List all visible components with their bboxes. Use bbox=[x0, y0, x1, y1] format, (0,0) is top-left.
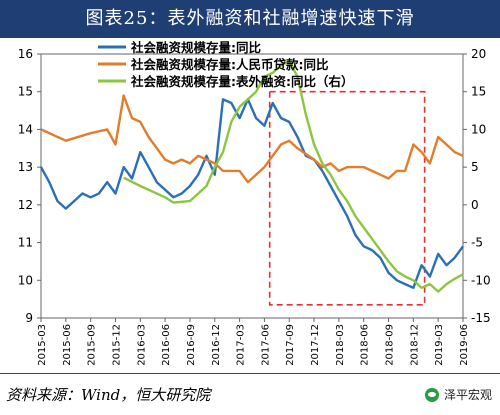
source-note: 资料来源：Wind，恒大研究院 bbox=[6, 386, 211, 404]
x-tick-label: 2017-12 bbox=[310, 324, 321, 366]
y-left-tick-label: 14 bbox=[18, 122, 33, 136]
brand-watermark: 泽平宏观 bbox=[424, 386, 492, 403]
plot-border bbox=[40, 53, 464, 319]
chart-title: 图表25：表外融资和社融增速快速下滑 bbox=[0, 0, 500, 38]
axes: 9 10 11 12 13 14 15 16 -15 -10 -5 0 5 10 15 20 2015-03 20… bbox=[18, 47, 491, 366]
x-tick-label: 2015-12 bbox=[111, 324, 122, 366]
x-tick-label: 2017-03 bbox=[236, 324, 247, 366]
y-left-tick-label: 12 bbox=[18, 198, 33, 212]
y-right-tick-label: 20 bbox=[471, 47, 486, 61]
plot-area bbox=[40, 53, 464, 319]
legend: 社会融资规模存量:同比社会融资规模存量:人民币贷款:同比社会融资规模存量:表外融… bbox=[98, 40, 354, 89]
y-right-tick-label: 5 bbox=[471, 160, 479, 174]
y-left-tick-label: 13 bbox=[18, 160, 33, 174]
y-right-tick-label: 0 bbox=[471, 198, 479, 212]
y-right-tick-label: -5 bbox=[471, 236, 483, 250]
x-tick-label: 2016-12 bbox=[211, 324, 222, 366]
brand-label: 泽平宏观 bbox=[443, 388, 492, 402]
x-tick-label: 2018-03 bbox=[335, 324, 346, 366]
x-tick-label: 2016-09 bbox=[186, 324, 197, 366]
y-left-tick-label: 11 bbox=[18, 236, 33, 250]
x-tick-label: 2019-06 bbox=[459, 324, 470, 366]
legend-label-3: 社会融资规模存量:表外融资:同比（右） bbox=[130, 74, 354, 89]
x-tick-label: 2015-09 bbox=[87, 324, 98, 366]
series-line-2 bbox=[40, 94, 464, 184]
y-left-tick-label: 9 bbox=[25, 311, 33, 325]
y-left-tick-label: 16 bbox=[18, 47, 33, 61]
legend-label-2: 社会融资规模存量:人民币贷款:同比 bbox=[130, 57, 329, 72]
x-tick-label: 2018-06 bbox=[360, 324, 371, 366]
y-right-tick-label: -15 bbox=[471, 311, 491, 325]
x-tick-label: 2017-09 bbox=[285, 324, 296, 366]
y-right-tick-label: 10 bbox=[471, 122, 486, 136]
x-tick-label: 2018-09 bbox=[385, 324, 396, 366]
x-tick-label: 2017-06 bbox=[260, 324, 271, 366]
highlight-box bbox=[268, 90, 426, 306]
series-line-3 bbox=[123, 60, 464, 293]
y-left-tick-label: 15 bbox=[18, 85, 33, 99]
x-tick-label: 2015-03 bbox=[37, 324, 48, 366]
wechat-icon bbox=[424, 387, 439, 402]
y-right-tick-label: -10 bbox=[471, 273, 491, 287]
legend-label-1: 社会融资规模存量:同比 bbox=[130, 40, 261, 55]
y-right-tick-label: 15 bbox=[471, 85, 486, 99]
series-lines bbox=[39, 60, 464, 306]
x-tick-label: 2019-03 bbox=[434, 324, 445, 366]
x-tick-label: 2015-06 bbox=[62, 324, 73, 366]
series-line-1 bbox=[39, 98, 464, 289]
line-chart: 9 10 11 12 13 14 15 16 -15 -10 -5 0 5 10 15 20 2015-03 20… bbox=[18, 40, 491, 366]
y-left-tick-label: 10 bbox=[18, 273, 33, 287]
x-tick-label: 2016-03 bbox=[136, 324, 147, 366]
footer-divider bbox=[0, 373, 500, 374]
x-tick-label: 2016-06 bbox=[161, 324, 172, 366]
x-tick-label: 2018-12 bbox=[409, 324, 420, 366]
